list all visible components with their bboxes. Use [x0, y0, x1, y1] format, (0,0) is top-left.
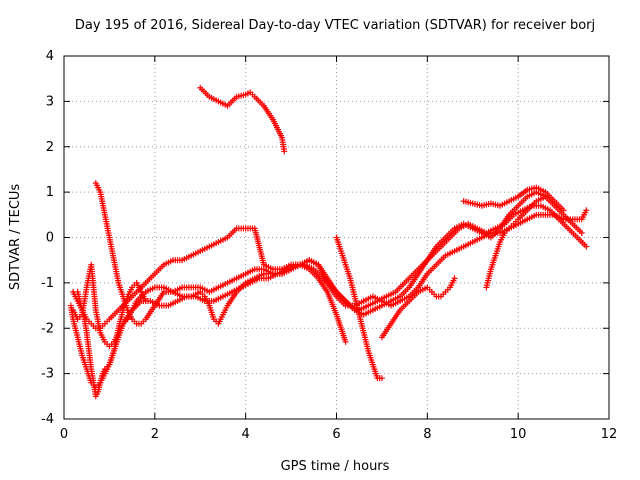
data-point	[542, 193, 549, 200]
y-axis-title: SDTVAR / TECUs	[8, 184, 23, 291]
x-tick-label: 10	[510, 427, 527, 442]
x-tick-label: 4	[242, 427, 250, 442]
y-tick-label: 1	[46, 185, 54, 200]
x-tick-label: 0	[60, 427, 68, 442]
x-tick-label: 8	[423, 427, 431, 442]
x-axis-title: GPS time / hours	[281, 459, 390, 474]
data-point	[451, 275, 458, 282]
x-tick-label: 2	[151, 427, 159, 442]
data-point	[142, 298, 149, 305]
y-tick-label: 0	[46, 231, 54, 246]
x-tick-label: 12	[601, 427, 618, 442]
data-point	[583, 243, 590, 250]
y-tick-label: -3	[41, 367, 54, 382]
y-tick-label: -1	[41, 276, 54, 291]
data-point	[578, 229, 585, 236]
y-tick-label: 3	[46, 94, 54, 109]
chart-title: Day 195 of 2016, Sidereal Day-to-day VTE…	[75, 18, 595, 33]
x-tick-label: 6	[332, 427, 340, 442]
data-point	[560, 207, 567, 214]
data-point	[378, 375, 385, 382]
data-points	[67, 84, 590, 400]
y-tick-label: -4	[41, 412, 54, 427]
data-point	[342, 338, 349, 345]
data-point	[281, 148, 288, 155]
y-tick-label: 4	[46, 49, 54, 64]
y-tick-label: -2	[41, 321, 54, 336]
data-point	[583, 207, 590, 214]
y-tick-label: 2	[46, 140, 54, 155]
grid-lines	[64, 56, 609, 419]
